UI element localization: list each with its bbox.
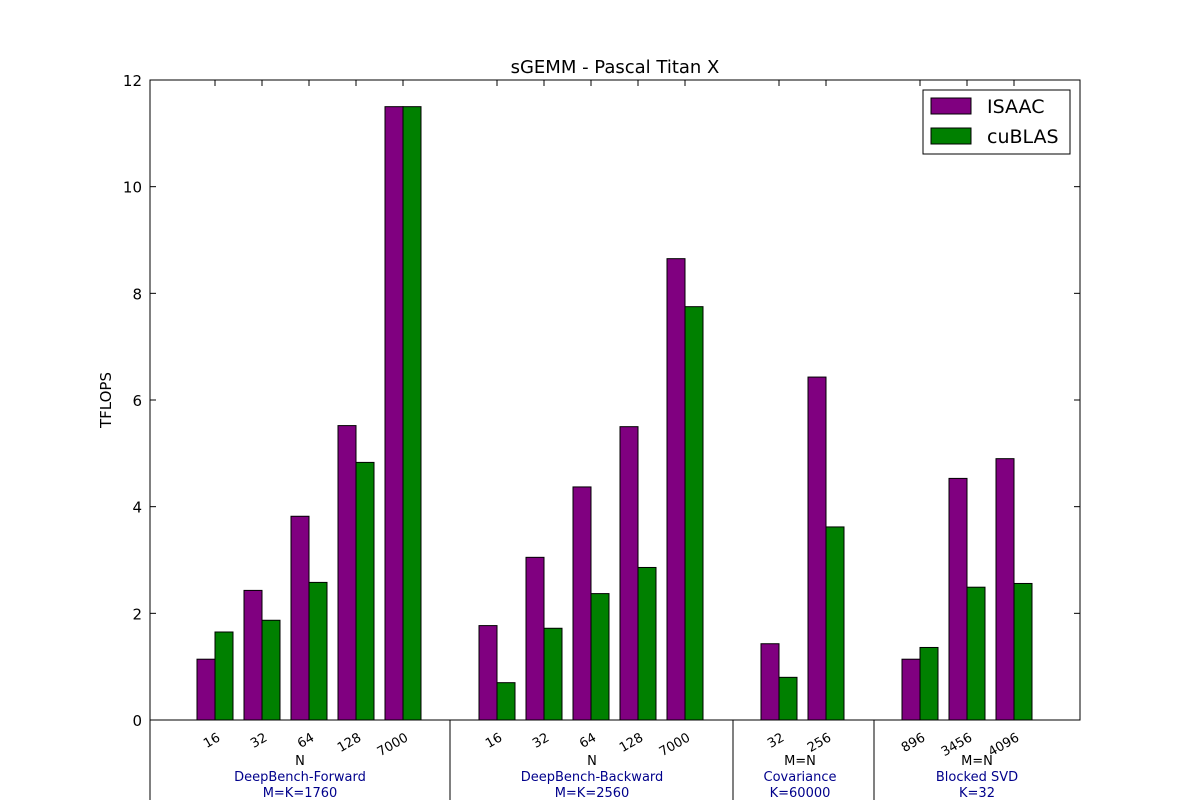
legend-swatch-isaac — [930, 97, 972, 115]
group-param-label: M=N — [961, 754, 993, 769]
y-tick-label: 8 — [132, 285, 142, 303]
bar-isaac-deepbench-backward-7000 — [666, 258, 686, 721]
group-condition-label: K=60000 — [770, 786, 831, 800]
x-tick-label: 128 — [335, 730, 364, 755]
bar-isaac-deepbench-forward-7000 — [384, 106, 404, 721]
bars-layer — [196, 106, 1033, 721]
group-param-label: N — [587, 754, 597, 769]
bar-cublas-deepbench-forward-32 — [261, 619, 281, 721]
group-name-label: Covariance — [764, 770, 837, 785]
y-tick-label: 4 — [132, 499, 142, 517]
legend-label-cublas: cuBLAS — [987, 126, 1059, 148]
group-name-label: DeepBench-Forward — [234, 770, 366, 785]
y-axis-label: TFLOPS — [97, 372, 115, 429]
bar-isaac-blocked-svd-3456 — [948, 477, 968, 721]
legend-label-isaac: ISAAC — [987, 96, 1044, 118]
bar-cublas-deepbench-forward-128 — [355, 461, 375, 721]
x-tick-label: 256 — [805, 730, 834, 755]
bar-isaac-deepbench-forward-32 — [243, 589, 263, 721]
group-name-label: Blocked SVD — [936, 770, 1018, 785]
bar-cublas-deepbench-forward-7000 — [402, 106, 422, 721]
bar-isaac-deepbench-forward-16 — [196, 658, 216, 721]
bar-cublas-deepbench-backward-16 — [496, 682, 516, 721]
y-tick-label: 0 — [132, 712, 142, 730]
x-tick-label: 16 — [201, 730, 223, 751]
bar-cublas-covariance-256 — [825, 526, 845, 721]
bar-cublas-deepbench-backward-7000 — [684, 306, 704, 721]
x-tick-label: 32 — [765, 730, 787, 751]
chart-title: sGEMM - Pascal Titan X — [511, 57, 720, 78]
bar-isaac-deepbench-forward-128 — [337, 425, 357, 721]
group-condition-label: M=K=1760 — [263, 786, 338, 800]
bar-isaac-deepbench-backward-128 — [619, 426, 639, 721]
y-tick-label: 10 — [123, 179, 142, 197]
bar-isaac-blocked-svd-896 — [901, 658, 921, 721]
group-condition-label: K=32 — [959, 786, 995, 800]
x-tick-label: 64 — [577, 730, 599, 751]
bar-cublas-deepbench-forward-16 — [214, 631, 234, 721]
bar-isaac-deepbench-backward-64 — [572, 486, 592, 721]
bar-cublas-blocked-svd-896 — [919, 646, 939, 721]
x-tick-label: 7000 — [375, 730, 411, 760]
group-condition-label: M=K=2560 — [555, 786, 630, 800]
plot-frame — [149, 79, 1081, 721]
x-tick-label: 896 — [899, 730, 928, 755]
legend-swatch-cublas — [930, 127, 972, 145]
bar-cublas-deepbench-forward-64 — [308, 581, 328, 721]
bar-cublas-blocked-svd-3456 — [966, 586, 986, 721]
bar-cublas-covariance-32 — [778, 676, 798, 721]
bar-isaac-covariance-256 — [807, 376, 827, 721]
bar-cublas-deepbench-backward-32 — [543, 627, 563, 721]
x-tick-label: 128 — [617, 730, 646, 755]
y-tick-label: 12 — [123, 72, 142, 90]
bar-isaac-deepbench-backward-16 — [478, 625, 498, 721]
x-tick-label: 32 — [248, 730, 270, 751]
legend: ISAAC cuBLAS — [922, 89, 1071, 155]
bar-isaac-blocked-svd-4096 — [995, 458, 1015, 721]
bar-cublas-deepbench-backward-64 — [590, 593, 610, 721]
x-tick-label: 64 — [295, 730, 317, 751]
y-axis: 0 2 4 6 8 10 12 — [123, 72, 1080, 730]
bar-cublas-blocked-svd-4096 — [1013, 582, 1033, 721]
bar-isaac-deepbench-backward-32 — [525, 556, 545, 721]
y-tick-label: 6 — [132, 392, 142, 410]
y-tick-label: 2 — [132, 605, 142, 623]
group-name-label: DeepBench-Backward — [521, 770, 664, 785]
x-tick-label: 32 — [530, 730, 552, 751]
x-tick-label: 16 — [483, 730, 505, 751]
bar-isaac-deepbench-forward-64 — [290, 515, 310, 721]
bar-cublas-deepbench-backward-128 — [637, 566, 657, 721]
x-tick-label: 7000 — [657, 730, 693, 760]
group-param-label: M=N — [784, 754, 816, 769]
bar-isaac-covariance-32 — [760, 643, 780, 721]
group-param-label: N — [295, 754, 305, 769]
